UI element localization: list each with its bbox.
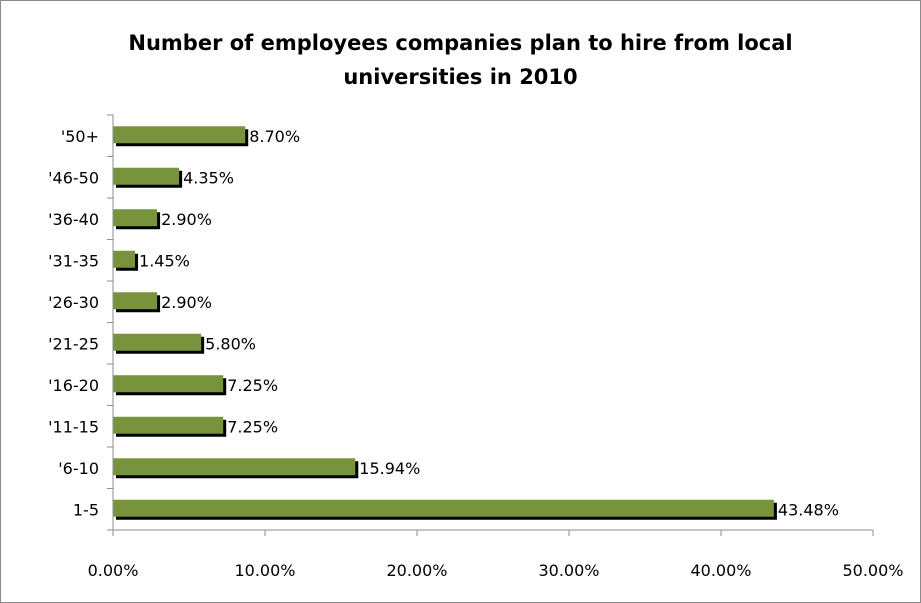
bar-9	[113, 126, 246, 144]
bar-4	[113, 333, 202, 351]
data-label-0: 43.48%	[778, 500, 839, 519]
bar-3	[113, 375, 224, 393]
bar-8	[113, 167, 180, 185]
y-tick-label-2: '11-15	[48, 417, 99, 436]
x-tick-label-5: 50.00%	[842, 561, 903, 580]
data-label-8: 4.35%	[183, 168, 234, 187]
y-tick-label-8: '46-50	[48, 168, 99, 187]
bar-2	[113, 416, 224, 434]
data-label-4: 5.80%	[205, 334, 256, 353]
bar-6	[113, 250, 136, 268]
y-tick-label-3: '16-20	[48, 376, 99, 395]
data-label-7: 2.90%	[161, 210, 212, 229]
bar-1	[113, 458, 356, 476]
x-tick-label-1: 10.00%	[234, 561, 295, 580]
y-tick-label-0: 1-5	[73, 500, 99, 519]
data-label-6: 1.45%	[139, 251, 190, 270]
y-tick-label-4: '21-25	[48, 334, 99, 353]
data-label-9: 8.70%	[249, 127, 300, 146]
data-label-3: 7.25%	[227, 376, 278, 395]
data-label-5: 2.90%	[161, 293, 212, 312]
chart-title: Number of employees companies plan to hi…	[0, 26, 921, 94]
chart-title-line-2: universities in 2010	[343, 65, 578, 89]
data-label-1: 15.94%	[359, 459, 420, 478]
y-tick-label-5: '26-30	[48, 293, 99, 312]
x-tick-label-0: 0.00%	[88, 561, 139, 580]
y-tick-label-9: '50+	[61, 127, 99, 146]
data-label-2: 7.25%	[227, 417, 278, 436]
bar-5	[113, 292, 158, 310]
y-tick-label-7: '36-40	[48, 210, 99, 229]
bar-0	[113, 499, 774, 517]
bar-7	[113, 209, 158, 227]
y-tick-label-6: '31-35	[48, 251, 99, 270]
y-tick-label-1: '6-10	[58, 459, 99, 478]
x-tick-label-4: 40.00%	[690, 561, 751, 580]
bar-marks: 43.48% 15.94% 7.25% 7.25% 5.80% 2.90% 1.45% 2.9…	[113, 126, 839, 520]
x-tick-label-3: 30.00%	[538, 561, 599, 580]
x-tick-label-2: 20.00%	[386, 561, 447, 580]
chart-title-line-1: Number of employees companies plan to hi…	[128, 31, 793, 55]
axes: 1-5 '6-10 '11-15 '16-20 '21-25 '26-30 '31-35 '3…	[48, 114, 904, 580]
